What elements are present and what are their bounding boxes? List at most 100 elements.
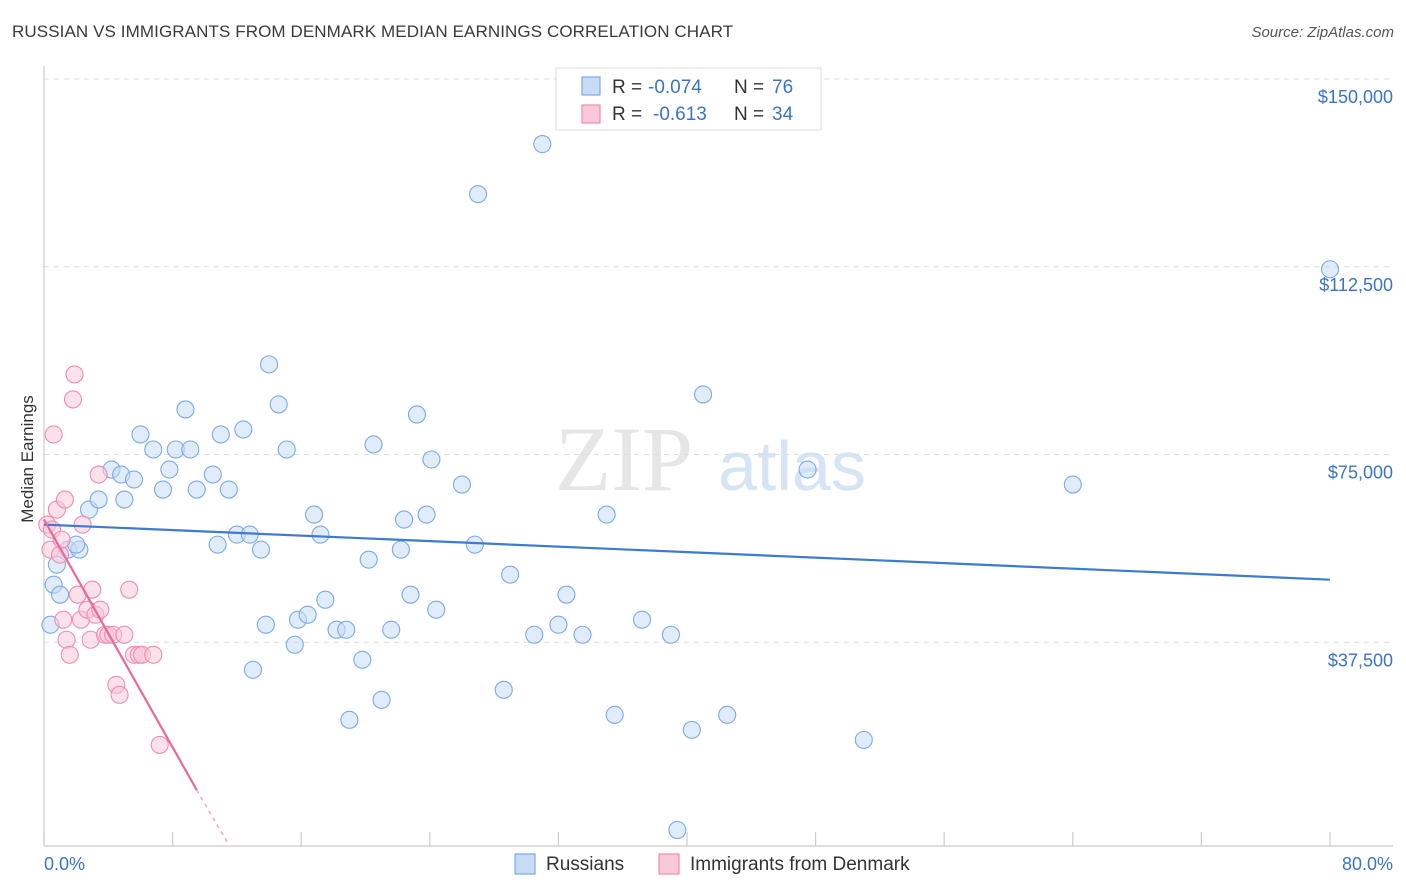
- data-point-denmark: [120, 580, 139, 599]
- data-point-russians: [382, 620, 401, 639]
- legend-n-label-2: N =: [734, 104, 764, 125]
- data-point-russians: [1320, 260, 1340, 279]
- data-point-denmark: [115, 625, 134, 644]
- data-point-russians: [427, 600, 446, 619]
- trend-line-russians: [43, 523, 1331, 581]
- data-point-russians: [234, 420, 253, 439]
- source-label: Source: ZipAtlas.com: [1251, 24, 1394, 41]
- data-point-denmark: [63, 390, 82, 409]
- watermark-atlas: atlas: [718, 427, 866, 505]
- data-point-russians: [494, 680, 513, 699]
- data-point-russians: [211, 425, 230, 444]
- data-point-denmark: [44, 425, 63, 444]
- legend-swatch-russians: [581, 76, 601, 96]
- trend-line-denmark-extension: [196, 789, 230, 846]
- legend-n-value-1: 76: [772, 77, 793, 98]
- data-point-russians: [298, 605, 317, 624]
- data-point-russians: [316, 590, 335, 609]
- data-point-russians: [243, 660, 263, 679]
- trend-lines: [43, 519, 1331, 846]
- data-point-russians: [269, 395, 288, 414]
- x-tick-label-max: 80.0%: [1342, 854, 1393, 874]
- data-point-russians: [340, 710, 359, 729]
- data-point-russians: [525, 625, 544, 644]
- data-point-denmark: [60, 645, 79, 664]
- data-point-denmark: [150, 735, 169, 754]
- bottom-legend-denmark: Immigrants from Denmark: [690, 854, 910, 875]
- data-point-russians: [694, 385, 713, 404]
- trend-line-denmark: [43, 519, 198, 791]
- data-point-russians: [285, 635, 304, 654]
- data-point-russians: [557, 585, 576, 604]
- series-immigrants-denmark: [38, 365, 169, 754]
- y-axis-title: Median Earnings: [18, 395, 37, 523]
- y-tick-label: $75,000: [1328, 463, 1393, 483]
- data-point-russians: [718, 705, 737, 724]
- data-point-denmark: [144, 645, 163, 664]
- data-point-russians: [372, 690, 391, 709]
- legend-n-value-2: 34: [772, 104, 794, 125]
- data-point-russians: [854, 730, 873, 749]
- data-point-russians: [337, 620, 356, 639]
- data-point-russians: [115, 490, 134, 509]
- data-point-denmark: [57, 630, 76, 649]
- data-point-russians: [305, 505, 324, 524]
- data-point-russians: [682, 720, 701, 739]
- data-point-russians: [798, 460, 817, 479]
- data-point-russians: [124, 470, 144, 489]
- legend-r-value-1: -0.074: [648, 77, 702, 98]
- axes: [43, 66, 1393, 847]
- gridlines: [44, 78, 1393, 643]
- data-point-denmark: [89, 465, 108, 484]
- data-point-russians: [1063, 475, 1082, 494]
- data-point-denmark: [73, 515, 92, 534]
- data-point-russians: [597, 505, 616, 524]
- data-point-denmark: [110, 685, 129, 704]
- chart-title: RUSSIAN VS IMMIGRANTS FROM DENMARK MEDIA…: [12, 22, 734, 41]
- data-point-russians: [364, 435, 383, 454]
- y-tick-label: $112,500: [1319, 275, 1393, 295]
- data-point-russians: [501, 565, 520, 584]
- data-point-russians: [176, 400, 195, 419]
- data-point-russians: [51, 585, 70, 604]
- data-point-russians: [277, 440, 296, 459]
- data-point-russians: [573, 625, 592, 644]
- data-point-russians: [533, 135, 552, 154]
- data-point-russians: [89, 490, 108, 509]
- data-point-russians: [181, 440, 200, 459]
- x-tick-label-min: 0.0%: [44, 854, 85, 874]
- data-point-russians: [417, 505, 436, 524]
- correlation-legend: R = -0.074 N = 76 R = -0.613 N = 34: [555, 67, 822, 131]
- data-point-russians: [668, 820, 687, 840]
- data-point-russians: [359, 550, 378, 569]
- data-point-russians: [153, 480, 173, 499]
- data-point-russians: [208, 535, 227, 554]
- data-point-russians: [661, 625, 680, 644]
- legend-r-value-2: -0.613: [653, 104, 707, 125]
- data-point-russians: [131, 425, 150, 444]
- data-point-russians: [219, 480, 238, 499]
- y-tick-labels: $37,500 $75,000 $112,500 $150,000: [1318, 87, 1393, 670]
- legend-swatch-denmark: [581, 104, 601, 124]
- series-legend: Russians Immigrants from Denmark: [514, 853, 910, 875]
- bottom-legend-swatch-russians: [514, 853, 536, 875]
- data-point-russians: [395, 510, 414, 529]
- data-point-russians: [465, 535, 484, 554]
- data-point-russians: [632, 610, 652, 629]
- data-point-russians: [353, 650, 372, 669]
- data-point-denmark: [54, 610, 73, 629]
- data-point-russians: [187, 480, 206, 499]
- data-point-denmark: [65, 365, 84, 384]
- legend-n-label-1: N =: [734, 77, 764, 98]
- bottom-legend-swatch-denmark: [658, 853, 680, 875]
- data-point-russians: [422, 450, 441, 469]
- data-point-russians: [311, 525, 330, 544]
- data-point-russians: [549, 615, 568, 634]
- data-point-denmark: [55, 490, 74, 509]
- bottom-legend-russians: Russians: [546, 854, 624, 875]
- data-point-russians: [144, 440, 163, 459]
- legend-r-label-2: R =: [612, 104, 642, 125]
- data-point-russians: [605, 705, 624, 724]
- data-point-russians: [452, 475, 472, 494]
